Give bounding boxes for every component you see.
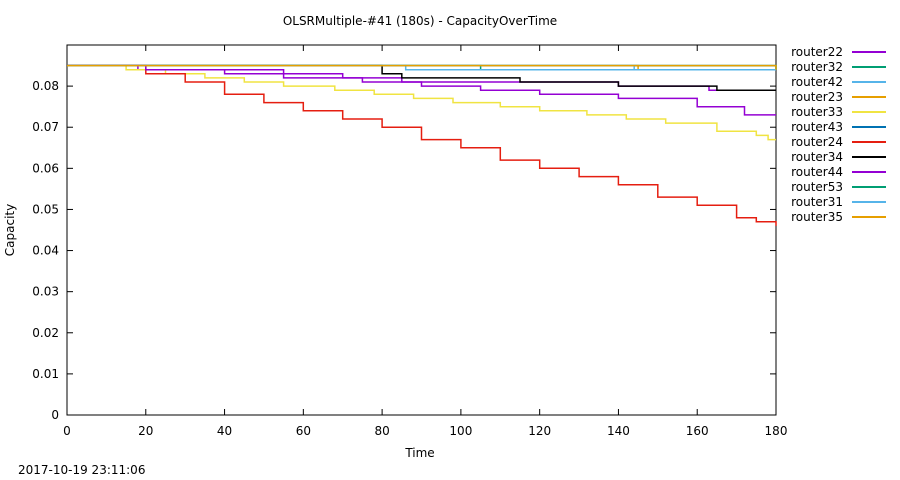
legend-label-router35: router35 [791,210,843,224]
y-tick-label: 0.08 [32,79,59,93]
y-tick-label: 0.06 [32,161,59,175]
x-tick-label: 0 [63,424,71,438]
x-tick-label: 80 [374,424,389,438]
x-tick-label: 60 [296,424,311,438]
legend: router22router32router42router23router33… [791,45,886,224]
x-tick-label: 120 [528,424,551,438]
y-axis: 0 0.01 0.02 0.03 0.04 0.05 0.06 0.07 0.08 [32,79,776,422]
plot-frame [67,45,776,415]
legend-label-router23: router23 [791,90,843,104]
series-lines [67,66,776,226]
y-tick-label: 0.02 [32,326,59,340]
x-tick-label: 160 [686,424,709,438]
legend-label-router33: router33 [791,105,843,119]
x-tick-label: 40 [217,424,232,438]
y-tick-label: 0.01 [32,367,59,381]
legend-label-router34: router34 [791,150,843,164]
chart-title: OLSRMultiple-#41 (180s) - CapacityOverTi… [283,14,557,28]
x-tick-label: 20 [138,424,153,438]
legend-label-router42: router42 [791,75,843,89]
y-tick-label: 0.04 [32,244,59,258]
series-line-router44 [67,66,776,115]
y-axis-label: Capacity [3,204,17,256]
y-tick-label: 0 [51,408,59,422]
y-tick-label: 0.03 [32,285,59,299]
x-tick-label: 100 [449,424,472,438]
legend-label-router24: router24 [791,135,843,149]
series-line-router24 [67,66,776,226]
legend-label-router53: router53 [791,180,843,194]
legend-label-router31: router31 [791,195,843,209]
y-tick-label: 0.05 [32,202,59,216]
x-axis: 0 20 40 60 80 100 120 140 160 180 [63,45,787,438]
timestamp: 2017-10-19 23:11:06 [18,463,145,477]
x-axis-label: Time [404,446,434,460]
legend-label-router32: router32 [791,60,843,74]
y-tick-label: 0.07 [32,120,59,134]
x-tick-label: 180 [765,424,788,438]
x-tick-label: 140 [607,424,630,438]
legend-label-router22: router22 [791,45,843,59]
legend-label-router44: router44 [791,165,843,179]
legend-label-router43: router43 [791,120,843,134]
